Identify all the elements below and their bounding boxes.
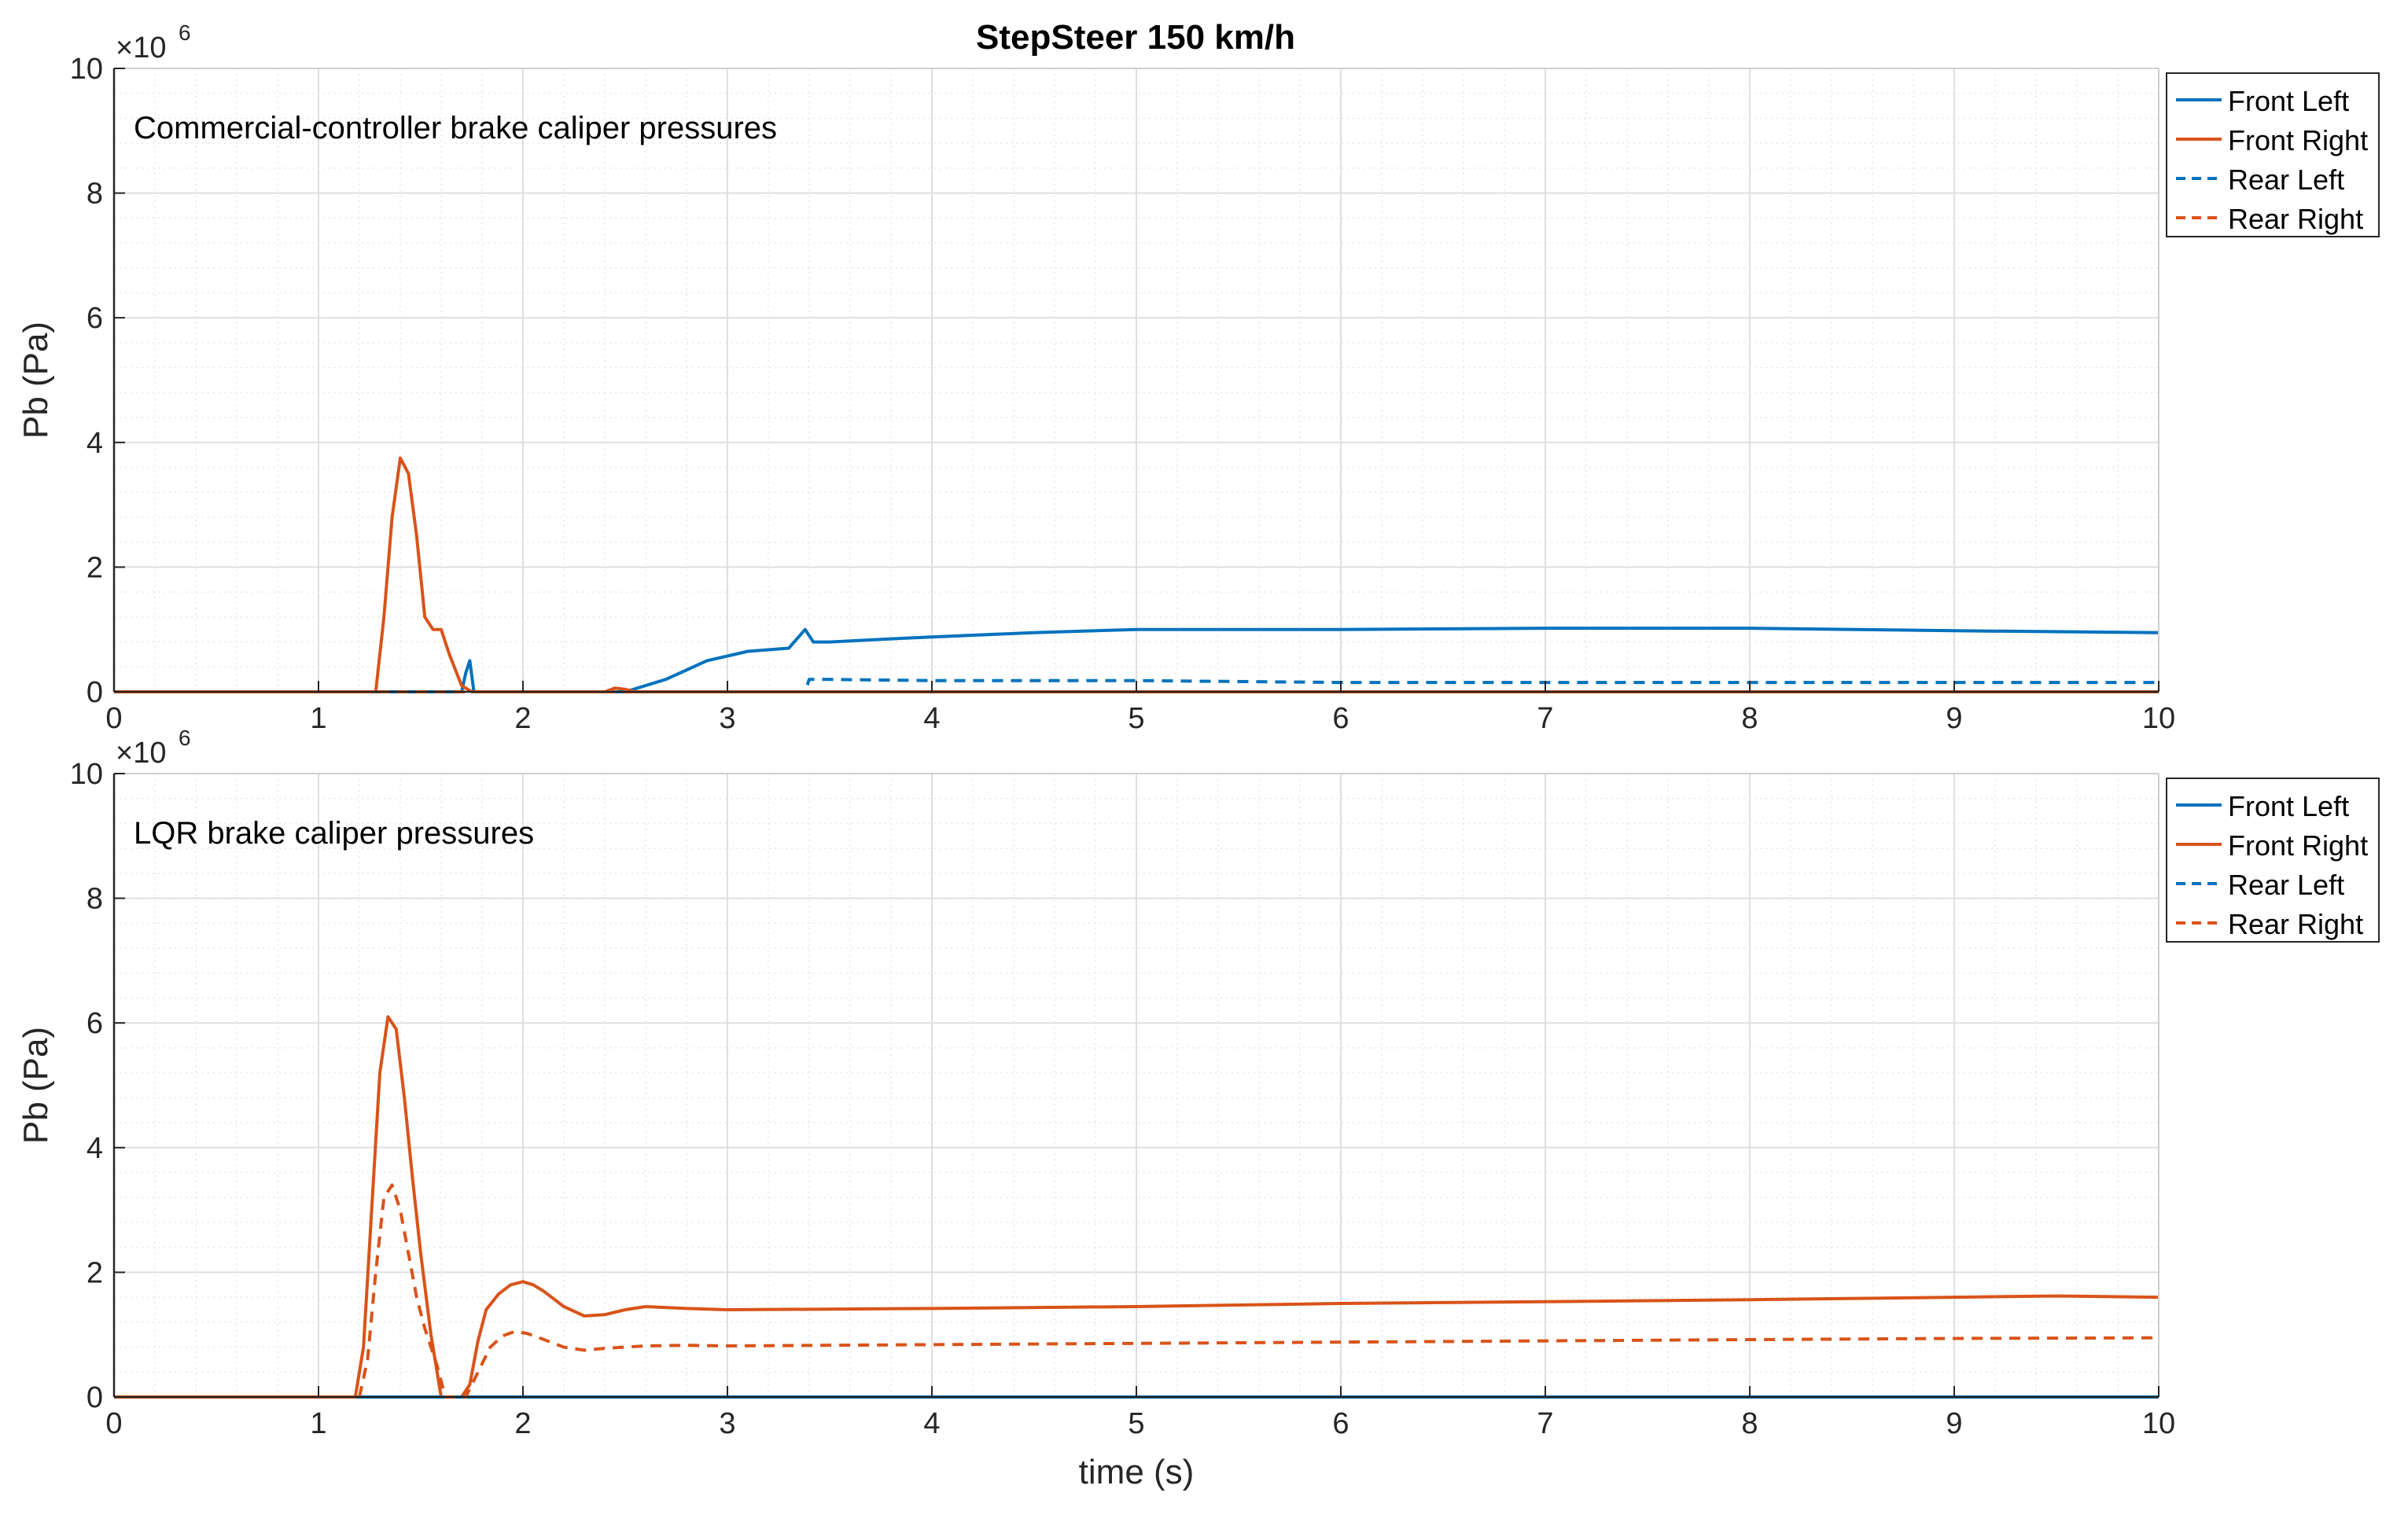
legend-entry: Rear Right (2228, 908, 2363, 940)
chart-annotation: LQR brake caliper pressures (134, 816, 534, 851)
x-tick-label: 0 (105, 1407, 122, 1440)
series-line-front-right (114, 456, 2159, 693)
y-tick-label: 4 (87, 427, 103, 460)
y-tick-label: 10 (70, 53, 103, 86)
x-tick-label: 4 (923, 702, 940, 735)
x-tick-label: 8 (1741, 1407, 1758, 1440)
x-tick-label: 2 (514, 702, 531, 735)
x-tick-label: 7 (1537, 702, 1553, 735)
series-line-front-left (114, 627, 2159, 693)
legend-entry: Rear Left (2228, 164, 2344, 196)
x-tick-label: 4 (923, 1407, 940, 1440)
series-line-rear-right (114, 1183, 2159, 1399)
x-tick-label: 6 (1332, 702, 1349, 735)
y-tick-label: 4 (87, 1132, 103, 1165)
y-tick-label: 6 (87, 1007, 103, 1040)
x-tick-label: 0 (105, 702, 122, 735)
legend-entry: Front Left (2228, 790, 2349, 822)
chart-1: 0 1 2 3 4 5 6 7 8 9 10 0 2 4 6 8 10 ×10 6 Pb (Pa) Commercial… (17, 20, 2380, 735)
x-tick-label: 10 (2142, 702, 2175, 735)
x-tick-label: 2 (514, 1407, 531, 1440)
y-exponent-power: 6 (179, 20, 191, 45)
y-exponent-label: ×10 (116, 737, 166, 770)
series-line-front-right (114, 1015, 2159, 1399)
legend: Front Left Front Right Rear Left Rear Right (2166, 778, 2380, 943)
y-tick-label: 6 (87, 302, 103, 335)
y-axis-label: Pb (Pa) (17, 1027, 55, 1144)
x-tick-label: 9 (1946, 702, 1962, 735)
legend: Front Left Front Right Rear Left Rear Right (2166, 72, 2380, 237)
y-tick-label: 2 (87, 551, 103, 584)
x-tick-label: 10 (2142, 1407, 2175, 1440)
x-tick-label: 1 (310, 702, 326, 735)
x-tick-label: 3 (719, 702, 735, 735)
x-tick-label: 6 (1332, 1407, 1349, 1440)
x-axis-label: time (s) (1079, 1453, 1195, 1491)
legend-entry: Rear Left (2228, 869, 2344, 901)
x-tick-label: 3 (719, 1407, 735, 1440)
chart-2: 0 1 2 3 4 5 6 7 8 9 10 0 2 4 6 8 10 ×10 6 Pb (Pa) time (s) LQ… (17, 726, 2380, 1491)
figure-title: StepSteer 150 km/h (976, 18, 1295, 57)
x-tick-label: 9 (1946, 1407, 1962, 1440)
y-exponent-label: ×10 (116, 31, 166, 64)
legend-entry: Front Left (2228, 85, 2349, 117)
y-tick-label: 0 (87, 676, 103, 709)
x-tick-label: 8 (1741, 702, 1758, 735)
y-tick-label: 10 (70, 758, 103, 791)
legend-entry: Front Right (2228, 124, 2368, 156)
legend-entry: Rear Right (2228, 203, 2363, 235)
y-tick-label: 8 (87, 883, 103, 916)
legend-entry: Front Right (2228, 829, 2368, 862)
x-tick-label: 7 (1537, 1407, 1553, 1440)
chart-annotation: Commercial-controller brake caliper pres… (134, 111, 777, 145)
x-tick-label: 5 (1128, 1407, 1144, 1440)
y-tick-label: 2 (87, 1256, 103, 1289)
series-line-rear-left (114, 678, 2159, 693)
x-tick-label: 1 (310, 1407, 326, 1440)
y-tick-label: 8 (87, 178, 103, 211)
y-axis-label: Pb (Pa) (17, 322, 55, 439)
x-tick-label: 5 (1128, 702, 1144, 735)
y-exponent-power: 6 (179, 726, 191, 750)
y-tick-label: 0 (87, 1381, 103, 1414)
